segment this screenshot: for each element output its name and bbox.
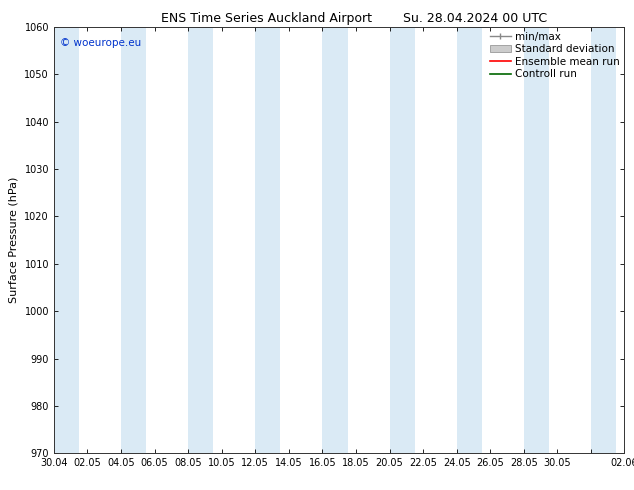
Y-axis label: Surface Pressure (hPa): Surface Pressure (hPa) [9,177,19,303]
Bar [323,27,347,453]
Bar [54,27,79,453]
Text: ENS Time Series Auckland Airport: ENS Time Series Auckland Airport [161,12,372,25]
Bar [188,27,213,453]
Bar [389,27,415,453]
Bar [591,27,616,453]
Bar [524,27,549,453]
Legend: min/max, Standard deviation, Ensemble mean run, Controll run: min/max, Standard deviation, Ensemble me… [487,28,623,83]
Text: © woeurope.eu: © woeurope.eu [60,38,141,48]
Bar [456,27,482,453]
Bar [121,27,146,453]
Bar [256,27,280,453]
Text: Su. 28.04.2024 00 UTC: Su. 28.04.2024 00 UTC [403,12,548,25]
